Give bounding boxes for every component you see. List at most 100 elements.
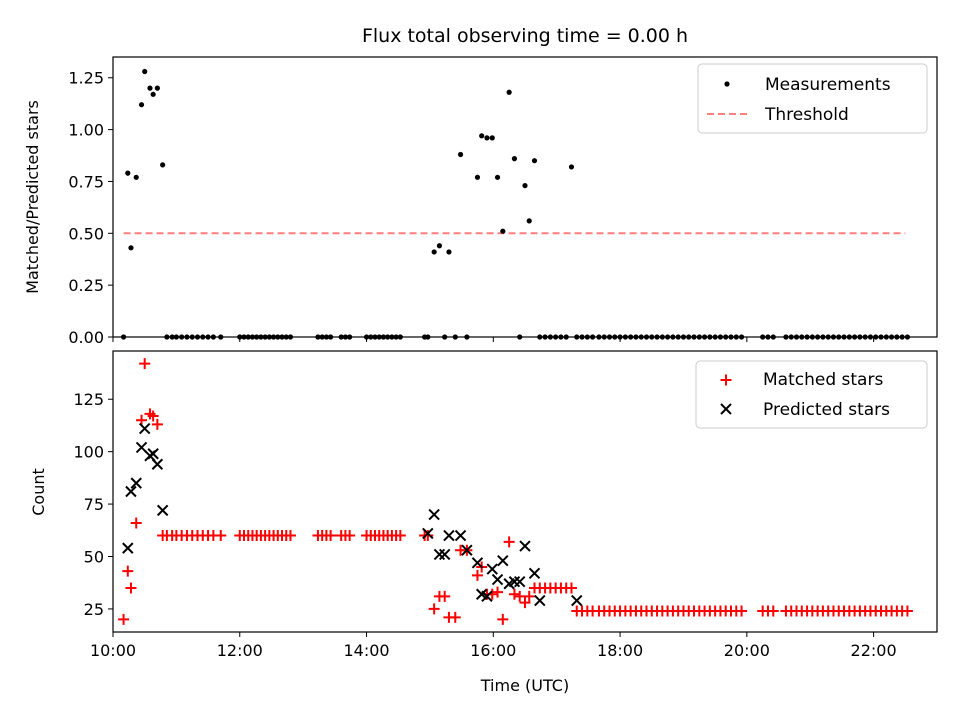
count-y-tick-label: 50 — [84, 548, 104, 567]
matched-star-point — [902, 606, 913, 617]
count-x-tick-label: 22:00 — [851, 641, 897, 660]
predicted-star-point — [440, 549, 450, 559]
matched-star-point — [566, 582, 577, 593]
predicted-star-point — [493, 575, 503, 585]
legend-measurements-marker — [724, 81, 729, 86]
predicted-star-point — [429, 510, 439, 520]
count-legend: Matched stars Predicted stars — [696, 361, 927, 428]
predicted-star-point — [444, 531, 454, 541]
measurement-point — [484, 135, 489, 140]
legend-threshold-label: Threshold — [764, 105, 849, 125]
ratio-y-label: Matched/Predicted stars — [23, 100, 42, 294]
predicted-star-point — [498, 556, 508, 566]
ratio-y-tick-label: 0.75 — [68, 172, 104, 191]
predicted-star-point — [126, 487, 136, 497]
ratio-y-tick-label: 0.00 — [68, 328, 104, 347]
measurement-point — [490, 135, 495, 140]
legend-measurements-label: Measurements — [765, 75, 891, 95]
ratio-y-tick-label: 0.50 — [68, 224, 104, 243]
count-y-tick-label: 100 — [73, 443, 104, 462]
measurement-point — [522, 183, 527, 188]
matched-star-point — [118, 614, 129, 625]
measurement-point — [507, 90, 512, 95]
measurement-point — [446, 249, 451, 254]
measurement-point — [458, 152, 463, 157]
count-y-tick-label: 75 — [84, 495, 104, 514]
measurement-point — [139, 102, 144, 107]
measurement-point — [151, 92, 156, 97]
count-x-tick-label: 16:00 — [470, 641, 516, 660]
count-panel: 25 50 75 100 125 10:00 12:00 14:00 16:00 18:00 20… — [29, 351, 937, 695]
matched-star-point — [736, 606, 747, 617]
matched-star-point — [450, 612, 461, 623]
predicted-star-point — [515, 577, 525, 587]
count-x-tick-label: 12:00 — [217, 641, 263, 660]
matched-star-point — [492, 587, 503, 598]
count-y-tick-label: 125 — [73, 390, 104, 409]
ratio-y-axis: 0.00 0.25 0.50 0.75 1.00 1.25 — [68, 69, 113, 347]
count-x-label: Time (UTC) — [480, 676, 569, 695]
measurement-point — [160, 162, 165, 167]
measurement-point — [479, 133, 484, 138]
matched-star-point — [514, 591, 525, 602]
predicted-star-point — [152, 459, 162, 469]
predicted-star-point — [434, 549, 444, 559]
measurement-point — [128, 245, 133, 250]
measurement-point — [532, 158, 537, 163]
count-y-label: Count — [29, 468, 48, 516]
legend-predicted-label: Predicted stars — [763, 400, 890, 420]
measurement-point — [569, 164, 574, 169]
count-x-tick-label: 14:00 — [343, 641, 389, 660]
matched-star-point — [429, 603, 440, 614]
count-y-tick-label: 25 — [84, 600, 104, 619]
measurement-point — [500, 229, 505, 234]
ratio-panel: 0.00 0.25 0.50 0.75 1.00 1.25 Matched/Predict… — [23, 57, 937, 347]
measurement-point — [495, 175, 500, 180]
matched-star-point — [497, 614, 508, 625]
measurement-point — [142, 69, 147, 74]
predicted-star-point — [131, 478, 141, 488]
predicted-star-point — [158, 505, 168, 515]
chart-figure: Flux total observing time = 0.00 h 0.000… — [0, 0, 960, 720]
matched-star-point — [504, 536, 515, 547]
predicted-star-point — [572, 596, 582, 606]
count-x-axis: 10:00 12:00 14:00 16:00 18:00 20:00 22:00 — [90, 632, 897, 660]
predicted-star-point — [520, 541, 530, 551]
matched-star-point — [768, 606, 779, 617]
matched-star-point — [139, 358, 150, 369]
legend-matched-label: Matched stars — [763, 370, 883, 390]
predicted-star-point — [487, 564, 497, 574]
ratio-legend: Measurements Threshold — [698, 64, 927, 133]
matched-star-point — [215, 530, 226, 541]
measurement-point — [475, 175, 480, 180]
count-y-axis: 25 50 75 100 125 — [73, 390, 113, 619]
predicted-star-point — [535, 596, 545, 606]
count-x-tick-label: 10:00 — [90, 641, 136, 660]
measurement-point — [125, 171, 130, 176]
ratio-x-ticks — [113, 337, 874, 342]
measurement-point — [134, 175, 139, 180]
count-x-tick-label: 20:00 — [724, 641, 770, 660]
matched-star-point — [509, 589, 520, 600]
count-x-tick-label: 18:00 — [597, 641, 643, 660]
matched-star-point — [122, 566, 133, 577]
measurement-point — [527, 218, 532, 223]
chart-title: Flux total observing time = 0.00 h — [362, 25, 688, 47]
ratio-y-tick-label: 1.00 — [68, 121, 104, 140]
predicted-star-point — [530, 568, 540, 578]
predicted-star-point — [456, 531, 466, 541]
predicted-star-point — [148, 449, 158, 459]
measurement-point — [147, 86, 152, 91]
matched-star-point — [125, 582, 136, 593]
predicted-stars-series — [123, 424, 582, 606]
measurement-point — [437, 243, 442, 248]
matched-star-point — [131, 517, 142, 528]
measurement-point — [512, 156, 517, 161]
ratio-y-tick-label: 0.25 — [68, 276, 104, 295]
ratio-y-tick-label: 1.25 — [68, 69, 104, 88]
measurement-point — [155, 86, 160, 91]
predicted-star-point — [123, 543, 133, 553]
matched-star-point — [439, 591, 450, 602]
predicted-star-point — [140, 424, 150, 434]
measurement-point — [432, 249, 437, 254]
